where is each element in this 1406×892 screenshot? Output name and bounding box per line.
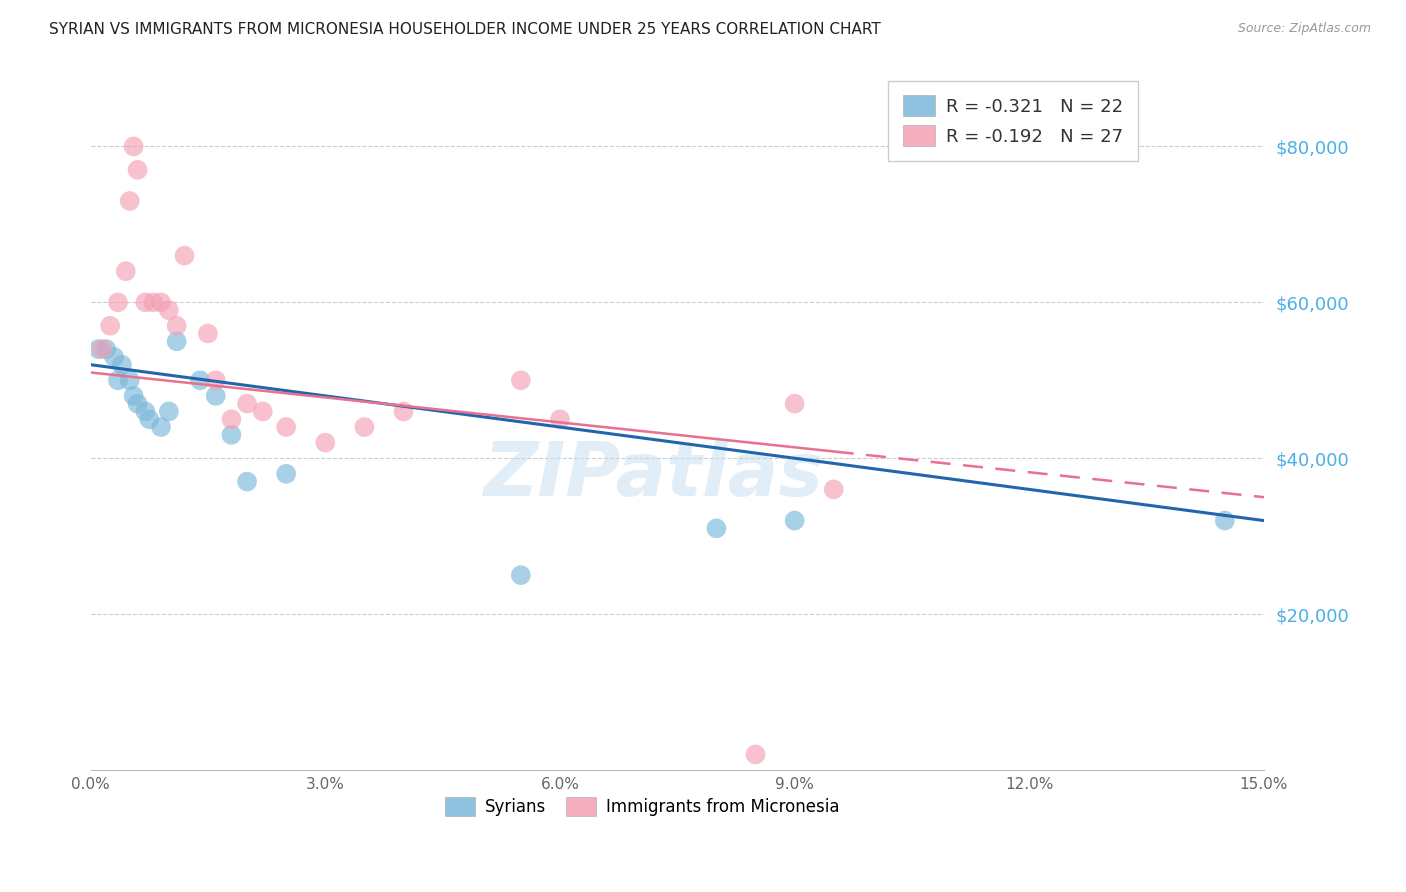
Point: [127, 162, 149, 177]
Point: [204, 373, 226, 387]
Point: [118, 373, 141, 387]
Text: SYRIAN VS IMMIGRANTS FROM MICRONESIA HOUSEHOLDER INCOME UNDER 25 YEARS CORRELATI: SYRIAN VS IMMIGRANTS FROM MICRONESIA HOU…: [49, 22, 882, 37]
Point: [122, 139, 145, 153]
Point: [107, 295, 129, 310]
Point: [276, 420, 298, 434]
Point: [314, 435, 336, 450]
Point: [744, 747, 766, 762]
Point: [150, 295, 173, 310]
Point: [138, 412, 160, 426]
Point: [783, 514, 806, 528]
Point: [204, 389, 226, 403]
Point: [142, 295, 165, 310]
Point: [114, 264, 136, 278]
Point: [111, 358, 134, 372]
Point: [221, 412, 243, 426]
Point: [188, 373, 211, 387]
Point: [276, 467, 298, 481]
Point: [823, 483, 845, 497]
Point: [134, 295, 156, 310]
Point: [236, 475, 259, 489]
Point: [236, 397, 259, 411]
Point: [103, 350, 125, 364]
Point: [87, 342, 110, 356]
Point: [157, 404, 180, 418]
Point: [548, 412, 571, 426]
Legend: Syrians, Immigrants from Micronesia: Syrians, Immigrants from Micronesia: [436, 789, 848, 825]
Point: [157, 303, 180, 318]
Point: [783, 397, 806, 411]
Point: [98, 318, 121, 333]
Point: [134, 404, 156, 418]
Point: [122, 389, 145, 403]
Point: [706, 521, 728, 535]
Point: [96, 342, 118, 356]
Point: [252, 404, 274, 418]
Point: [173, 249, 195, 263]
Point: [166, 334, 188, 349]
Point: [353, 420, 375, 434]
Text: Source: ZipAtlas.com: Source: ZipAtlas.com: [1237, 22, 1371, 36]
Point: [91, 342, 114, 356]
Point: [1213, 514, 1236, 528]
Point: [118, 194, 141, 208]
Point: [509, 568, 531, 582]
Point: [509, 373, 531, 387]
Point: [166, 318, 188, 333]
Point: [127, 397, 149, 411]
Point: [221, 427, 243, 442]
Point: [392, 404, 415, 418]
Point: [197, 326, 219, 341]
Point: [107, 373, 129, 387]
Point: [150, 420, 173, 434]
Text: ZIPatlas: ZIPatlas: [484, 439, 824, 512]
